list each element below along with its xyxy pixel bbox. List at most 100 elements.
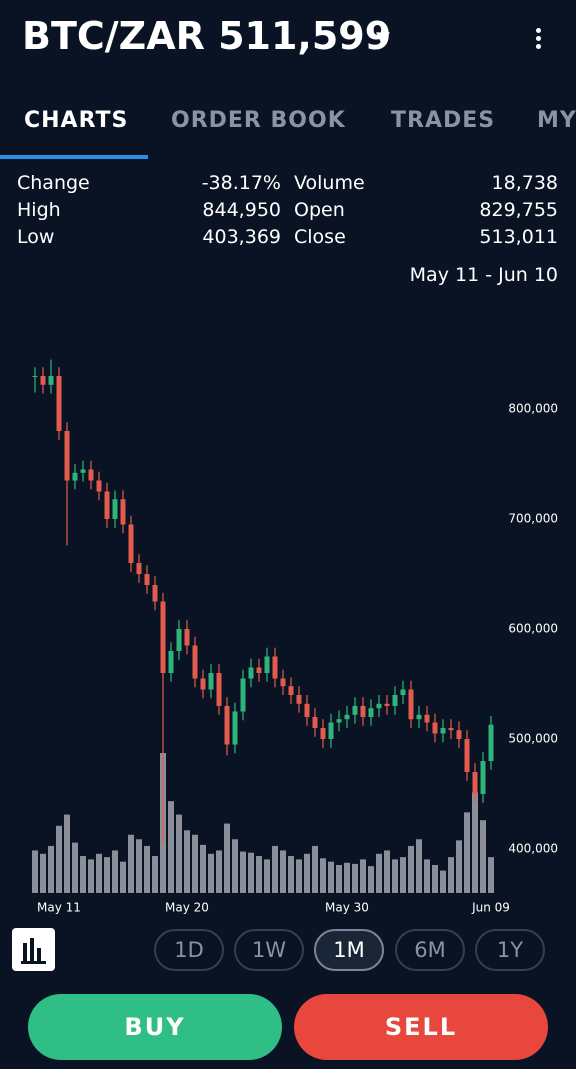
candle-body bbox=[408, 689, 414, 720]
stat-label: Low bbox=[17, 226, 55, 248]
candle-body bbox=[104, 491, 110, 519]
period-button[interactable]: 1M bbox=[314, 929, 384, 971]
candle-body bbox=[424, 714, 430, 723]
volume-bar bbox=[56, 825, 62, 893]
candle-body bbox=[368, 708, 374, 717]
volume-bar bbox=[288, 856, 294, 893]
sell-button[interactable]: SELL bbox=[294, 994, 548, 1060]
tab[interactable]: ORDER BOOK bbox=[171, 108, 346, 133]
candle-body bbox=[232, 711, 238, 745]
volume-bar bbox=[448, 857, 454, 893]
volume-bar bbox=[224, 823, 230, 893]
chart-type-button[interactable] bbox=[12, 928, 55, 971]
y-tick-label: 700,000 bbox=[508, 512, 558, 526]
volume-bar bbox=[88, 859, 94, 893]
candle-body bbox=[272, 656, 278, 679]
volume-bar bbox=[184, 830, 190, 893]
period-button[interactable]: 1Y bbox=[475, 929, 545, 971]
candle-body bbox=[392, 695, 398, 706]
volume-bar bbox=[80, 856, 86, 893]
volume-bar bbox=[376, 853, 382, 893]
candle-body bbox=[440, 728, 446, 734]
candle-body bbox=[464, 739, 470, 772]
candle-body bbox=[88, 469, 94, 481]
x-tick-label: May 30 bbox=[325, 901, 369, 915]
volume-bar bbox=[216, 850, 222, 893]
candle-body bbox=[320, 728, 326, 739]
volume-bar bbox=[64, 814, 70, 893]
period-button[interactable]: 1D bbox=[154, 929, 224, 971]
candle-body bbox=[432, 722, 438, 734]
volume-bar bbox=[192, 834, 198, 893]
candle-body bbox=[296, 695, 302, 704]
volume-bar bbox=[208, 853, 214, 893]
candle-body bbox=[384, 703, 390, 706]
candle-body bbox=[328, 722, 334, 739]
candle-body bbox=[128, 524, 134, 563]
candle-body bbox=[144, 574, 150, 585]
tab[interactable]: CHARTS bbox=[24, 108, 129, 133]
volume-bar bbox=[176, 814, 182, 893]
buy-button[interactable]: BUY bbox=[28, 994, 282, 1060]
stat-value: 829,755 bbox=[479, 199, 558, 221]
stat-value: 18,738 bbox=[491, 172, 558, 194]
candle-body bbox=[176, 629, 182, 651]
candle-body bbox=[168, 651, 174, 673]
title: BTC/ZAR 511,599 bbox=[22, 14, 391, 58]
volume-bar bbox=[344, 862, 350, 893]
volume-bar bbox=[456, 840, 462, 893]
volume-bar bbox=[424, 859, 430, 893]
volume-bar bbox=[264, 859, 270, 893]
pair-dropdown[interactable]: ▼ bbox=[376, 28, 390, 49]
candle-body bbox=[416, 714, 422, 720]
volume-bar bbox=[464, 812, 470, 893]
candle-body bbox=[280, 678, 286, 687]
candle-body bbox=[240, 678, 246, 712]
volume-bar bbox=[336, 865, 342, 893]
tab[interactable]: TRADES bbox=[391, 108, 496, 133]
candle-body bbox=[160, 601, 166, 673]
candle-body bbox=[456, 730, 462, 739]
volume-bar bbox=[272, 845, 278, 893]
volume-bar bbox=[120, 861, 126, 893]
candle-body bbox=[376, 703, 382, 709]
volume-bar bbox=[384, 850, 390, 893]
x-tick-label: Jun 09 bbox=[471, 901, 510, 915]
candle-body bbox=[80, 469, 86, 473]
period-button[interactable]: 6M bbox=[395, 929, 465, 971]
volume-bar bbox=[72, 842, 78, 893]
tab[interactable]: MY bbox=[537, 108, 576, 133]
volume-bar bbox=[472, 792, 478, 893]
candle-body bbox=[64, 431, 70, 481]
menu-button[interactable] bbox=[536, 28, 548, 52]
candle-body bbox=[40, 376, 46, 385]
candle-body bbox=[304, 703, 310, 717]
stat-value: 513,011 bbox=[479, 226, 558, 248]
volume-bar bbox=[440, 870, 446, 893]
price: 511,599 bbox=[218, 14, 392, 58]
volume-bar bbox=[296, 859, 302, 893]
stat-label: Volume bbox=[294, 172, 365, 194]
candle-body bbox=[472, 772, 478, 794]
stat-value: -38.17% bbox=[201, 172, 281, 194]
pair: BTC/ZAR bbox=[22, 14, 205, 58]
volume-bar bbox=[128, 834, 134, 893]
volume-bar bbox=[48, 845, 54, 893]
y-tick-label: 800,000 bbox=[508, 402, 558, 416]
candle-body bbox=[352, 706, 358, 715]
period-button[interactable]: 1W bbox=[234, 929, 304, 971]
volume-bar bbox=[360, 859, 366, 893]
candle-body bbox=[344, 714, 350, 720]
candle-body bbox=[48, 376, 54, 385]
candle-body bbox=[152, 585, 158, 602]
volume-bar bbox=[240, 851, 246, 893]
candle-body bbox=[72, 472, 78, 481]
candle-body bbox=[312, 717, 318, 728]
volume-bar bbox=[328, 861, 334, 893]
y-tick-label: 600,000 bbox=[508, 622, 558, 636]
volume-bar bbox=[96, 853, 102, 893]
volume-bar bbox=[368, 866, 374, 893]
volume-bar bbox=[144, 845, 150, 893]
